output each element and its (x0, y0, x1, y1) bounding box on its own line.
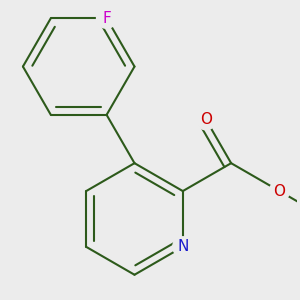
Text: N: N (177, 239, 188, 254)
Circle shape (97, 8, 117, 28)
Circle shape (173, 237, 193, 257)
Text: F: F (102, 11, 111, 26)
Text: O: O (273, 184, 285, 199)
Circle shape (269, 181, 290, 201)
Text: O: O (200, 112, 212, 127)
Circle shape (196, 110, 216, 130)
